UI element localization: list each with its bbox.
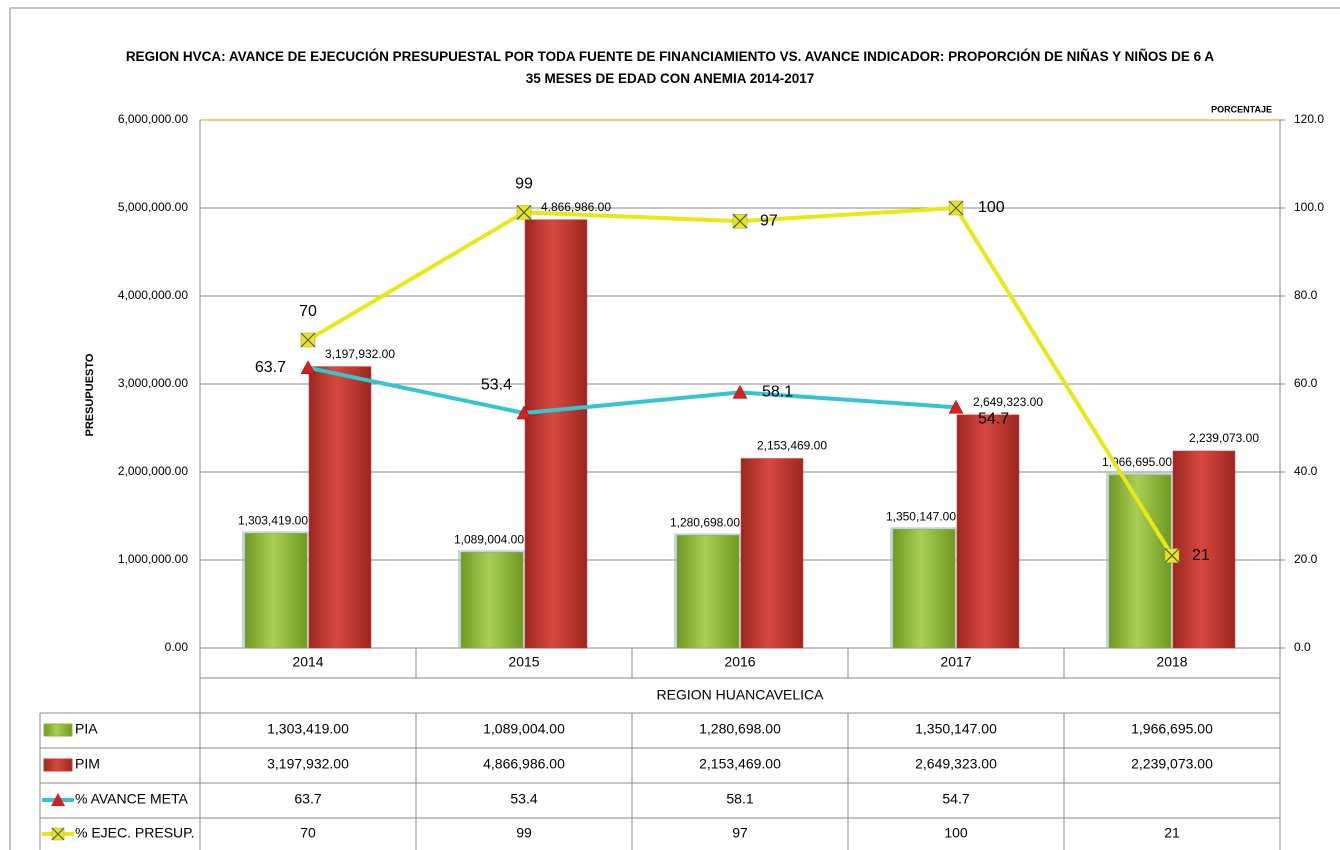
table-cell: 2,239,073.00 (1131, 756, 1213, 772)
line-marker (948, 399, 964, 414)
table-cell: 2,153,469.00 (699, 756, 781, 772)
bar-value-label: 1,280,698.00 (670, 515, 740, 529)
x-tick-label: 2017 (940, 654, 971, 670)
table-cell: 58.1 (726, 791, 753, 807)
legend-label: % EJEC. PRESUP. (75, 825, 195, 841)
line-marker (1164, 548, 1180, 564)
y2-axis-label: PORCENTAJE (1211, 104, 1272, 114)
bar (308, 366, 372, 649)
legend-key (43, 723, 73, 737)
x-tick-label: 2014 (292, 654, 323, 670)
y-tick-label: 6,000,000.00 (118, 112, 188, 126)
x-tick-label: 2018 (1156, 654, 1187, 670)
table-cell: 1,966,695.00 (1131, 721, 1213, 737)
y-tick-label: 1,000,000.00 (118, 552, 188, 566)
y2-tick-label: 60.0 (1294, 376, 1318, 390)
line-marker (516, 405, 532, 420)
table-cell: 1,303,419.00 (267, 721, 349, 737)
table-cell: 1,280,698.00 (699, 721, 781, 737)
table-cell: 63.7 (294, 791, 321, 807)
bar-value-label: 4,866,986.00 (541, 200, 611, 214)
legend-label: PIM (75, 756, 100, 772)
y-tick-label: 3,000,000.00 (118, 376, 188, 390)
bar (956, 414, 1020, 649)
bar-value-label: 2,649,323.00 (973, 395, 1043, 409)
y2-tick-label: 20.0 (1294, 552, 1318, 566)
table-cell: 1,089,004.00 (483, 721, 565, 737)
line-value-label: 53.4 (481, 376, 512, 393)
legend-key (51, 793, 65, 806)
line-value-label: 97 (760, 212, 778, 229)
line-value-label: 58.1 (762, 384, 793, 401)
line-value-label: 63.7 (255, 359, 286, 376)
y-axis-label: PRESUPUESTO (84, 353, 96, 436)
y2-tick-label: 120.0 (1294, 112, 1324, 126)
bar-value-label: 3,197,932.00 (325, 347, 395, 361)
line-marker (300, 332, 316, 348)
chart-title: REGION HVCA: AVANCE DE EJECUCIÓN PRESUPU… (125, 49, 1215, 86)
y-tick-label: 5,000,000.00 (118, 200, 188, 214)
line (306, 206, 1174, 557)
table-cell: 97 (732, 825, 748, 841)
table-cell: 3,197,932.00 (267, 756, 349, 772)
x-axis-label: REGION HUANCAVELICA (657, 687, 825, 703)
marker-x (732, 213, 748, 229)
line-value-label: 70 (299, 303, 317, 320)
line-value-label: 99 (515, 176, 533, 193)
chart-frame (9, 7, 1340, 850)
bar (524, 219, 588, 649)
bar-value-label: 1,966,695.00 (1102, 455, 1172, 469)
x-tick-label: 2015 (508, 654, 539, 670)
bar-value-label: 1,303,419.00 (238, 513, 308, 527)
line-marker (732, 384, 748, 399)
bar-value-label: 2,153,469.00 (757, 439, 827, 453)
bar (740, 458, 804, 649)
line-marker (516, 204, 532, 220)
line-value-label: 100 (978, 199, 1005, 216)
line-marker (300, 360, 316, 374)
x-tick-label: 2016 (724, 654, 755, 670)
bar (1172, 450, 1236, 649)
bar (676, 535, 740, 649)
table-cell: 4,866,986.00 (483, 756, 565, 772)
bar (244, 533, 308, 649)
bar-value-label: 1,089,004.00 (454, 532, 524, 546)
line-marker (732, 213, 748, 229)
marker-x (300, 332, 316, 348)
bar (460, 551, 524, 649)
line-value-label: 54.7 (978, 411, 1009, 428)
legend-key (51, 827, 65, 841)
bar-value-label: 2,239,073.00 (1189, 431, 1259, 445)
marker-x (948, 200, 964, 216)
table-cell: 100 (944, 825, 968, 841)
marker-x (1164, 548, 1180, 564)
legend-key (43, 758, 73, 772)
legend-label: % AVANCE META (75, 791, 188, 807)
legend-label: PIA (75, 721, 98, 737)
y-tick-label: 4,000,000.00 (118, 288, 188, 302)
table-cell: 99 (516, 825, 532, 841)
table-cell: 54.7 (942, 791, 969, 807)
table-cell: 53.4 (510, 791, 537, 807)
y2-tick-label: 100.0 (1294, 200, 1324, 214)
table-cell: 70 (300, 825, 316, 841)
bar-value-label: 1,350,147.00 (886, 509, 956, 523)
line-marker (948, 200, 964, 216)
y2-tick-label: 80.0 (1294, 288, 1318, 302)
marker-x (516, 204, 532, 220)
table-cell: 2,649,323.00 (915, 756, 997, 772)
table-cell: 1,350,147.00 (915, 721, 997, 737)
line-value-label: 21 (1192, 547, 1210, 564)
bar (892, 528, 956, 649)
table-cell: 21 (1164, 825, 1180, 841)
y-tick-label: 2,000,000.00 (118, 464, 188, 478)
y-tick-label: 0.00 (165, 640, 189, 654)
y2-tick-label: 40.0 (1294, 464, 1318, 478)
line (307, 365, 957, 416)
y2-tick-label: 0.0 (1294, 640, 1311, 654)
